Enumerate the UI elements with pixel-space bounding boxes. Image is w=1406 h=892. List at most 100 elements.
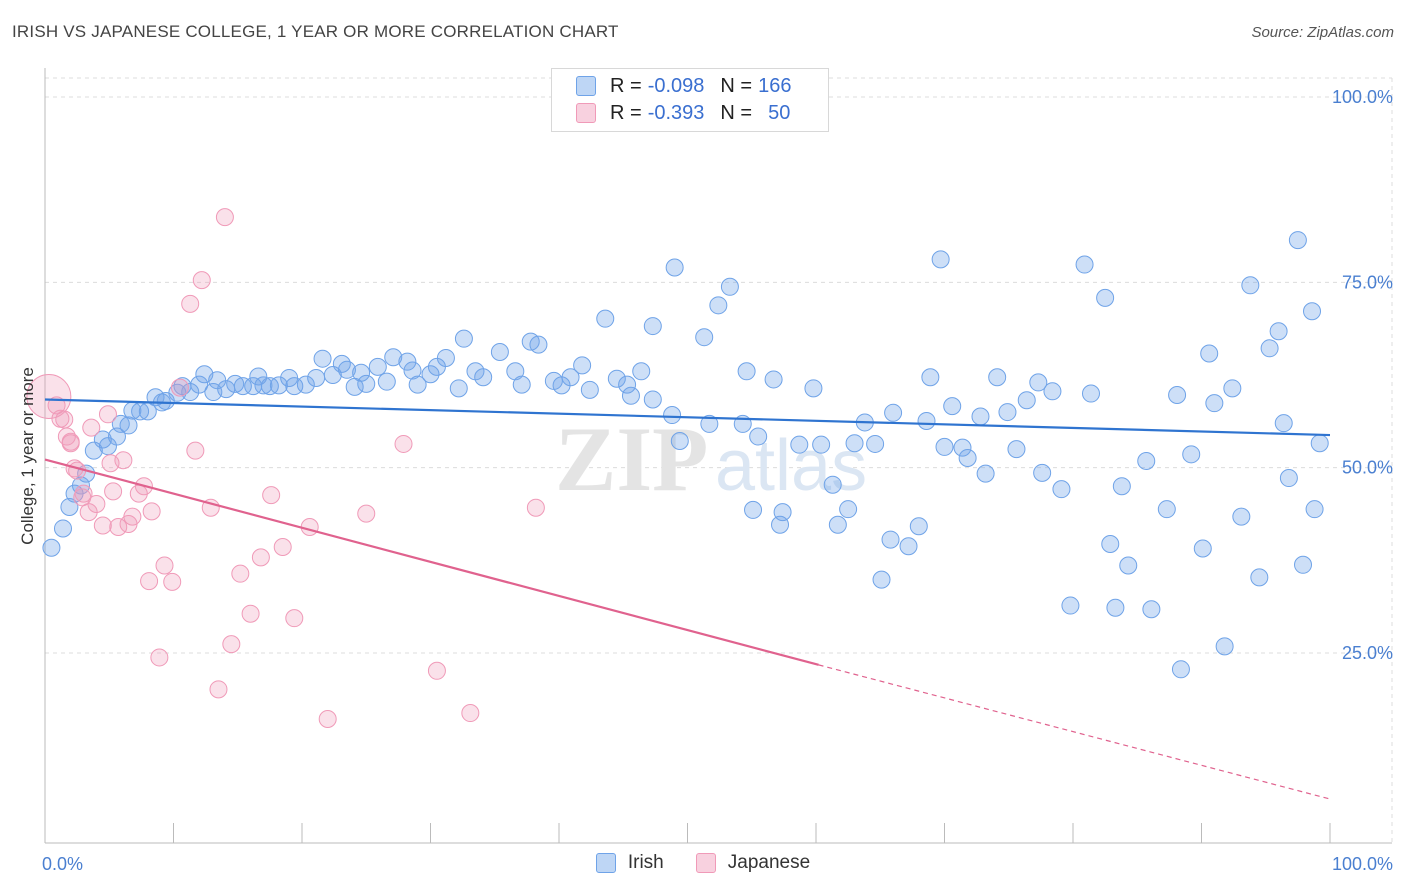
japanese-point [163, 572, 182, 591]
irish-point [998, 403, 1017, 422]
japanese-point [526, 498, 545, 517]
irish-point [700, 414, 719, 433]
irish-point [881, 530, 900, 549]
japanese-point [61, 432, 80, 451]
irish-point [931, 250, 950, 269]
irish-point [190, 375, 209, 394]
japanese-point [82, 418, 101, 437]
japanese-point [461, 704, 480, 723]
irish-point [976, 464, 995, 483]
irish-point [357, 374, 376, 393]
irish-point [449, 379, 468, 398]
japanese-point [150, 648, 169, 667]
irish-point [764, 370, 783, 389]
irish-point [958, 449, 977, 468]
irish-r-label: R = [610, 74, 642, 97]
irish-point [398, 352, 417, 371]
irish-point [561, 368, 580, 387]
irish-point [436, 348, 455, 367]
irish-point [454, 329, 473, 348]
irish-point [573, 356, 592, 375]
irish-point [1303, 302, 1322, 321]
japanese-swatch [576, 103, 596, 123]
japanese-point [170, 378, 189, 397]
irish-point [119, 416, 138, 435]
japanese-trend-line [44, 458, 819, 666]
legend-item-japanese: Japanese [695, 852, 810, 874]
irish-point [1081, 384, 1100, 403]
irish-point [1232, 507, 1251, 526]
irish-point [1182, 445, 1201, 464]
irish-point [181, 383, 200, 402]
irish-point [352, 363, 371, 382]
japanese-point [222, 635, 241, 654]
irish-r-value: -0.098 [647, 74, 705, 97]
irish-point [1017, 391, 1036, 410]
irish-point [1033, 463, 1052, 482]
japanese-point [262, 486, 281, 505]
irish-point [1215, 637, 1234, 656]
irish-point [1269, 322, 1288, 341]
irish-point [1119, 556, 1138, 575]
legend-row-japanese: R = -0.393 N = 50 [576, 100, 790, 126]
japanese-point [251, 548, 270, 567]
irish-point [1106, 598, 1125, 617]
y-tick-label: 75.0% [1342, 272, 1393, 292]
irish-point [720, 277, 739, 296]
irish-point [790, 435, 809, 454]
japanese-r-label: R = [610, 101, 642, 124]
irish-point [403, 361, 422, 380]
irish-point [1061, 596, 1080, 615]
watermark-atlas: atlas [715, 426, 867, 506]
japanese-point [215, 208, 234, 227]
chart-source: Source: ZipAtlas.com [1251, 24, 1394, 41]
irish-n-label: N = [720, 74, 753, 97]
irish-point [421, 365, 440, 384]
irish-points [42, 231, 1329, 679]
irish-point [804, 379, 823, 398]
irish-point [695, 328, 714, 347]
irish-point [408, 375, 427, 394]
japanese-point [109, 517, 128, 536]
irish-point [988, 368, 1007, 387]
irish-point [1294, 555, 1313, 574]
japanese-point [123, 507, 142, 526]
irish-point [307, 368, 326, 387]
tick-labels: 25.0% 50.0% 75.0% 100.0% 0.0% 100.0% [42, 87, 1393, 874]
irish-point [665, 258, 684, 277]
x-tick-label-max: 100.0% [1332, 854, 1393, 874]
y-tick-label: 50.0% [1342, 458, 1393, 478]
japanese-point [394, 434, 413, 453]
irish-point [917, 411, 936, 430]
irish-point [1193, 539, 1212, 558]
irish-point [368, 357, 387, 376]
irish-point [737, 362, 756, 381]
irish-point [1241, 276, 1260, 295]
irish-point [512, 375, 531, 394]
legend-item-irish: Irish [595, 852, 664, 874]
irish-point [1310, 434, 1329, 453]
japanese-point [51, 409, 70, 428]
japanese-point [93, 516, 112, 535]
japanese-point [300, 517, 319, 536]
irish-point [1043, 382, 1062, 401]
y-axis-title: College, 1 year or more [18, 367, 37, 545]
irish-point [60, 497, 79, 516]
irish-point [663, 406, 682, 425]
irish-point [474, 368, 493, 387]
irish-point [812, 435, 831, 454]
chart-title: IRISH VS JAPANESE COLLEGE, 1 YEAR OR MOR… [12, 22, 619, 41]
japanese-point [155, 556, 174, 575]
japanese-point [273, 537, 292, 556]
irish-point [296, 375, 315, 394]
irish-point [1137, 451, 1156, 470]
irish-point [1142, 600, 1161, 619]
irish-point [618, 375, 637, 394]
legend-row-irish: R = -0.098 N = 166 [576, 73, 791, 99]
irish-point [1029, 373, 1048, 392]
irish-point [111, 414, 130, 433]
irish-swatch [576, 76, 596, 96]
irish-point [943, 397, 962, 416]
japanese-point [209, 680, 228, 699]
irish-point [971, 407, 990, 426]
